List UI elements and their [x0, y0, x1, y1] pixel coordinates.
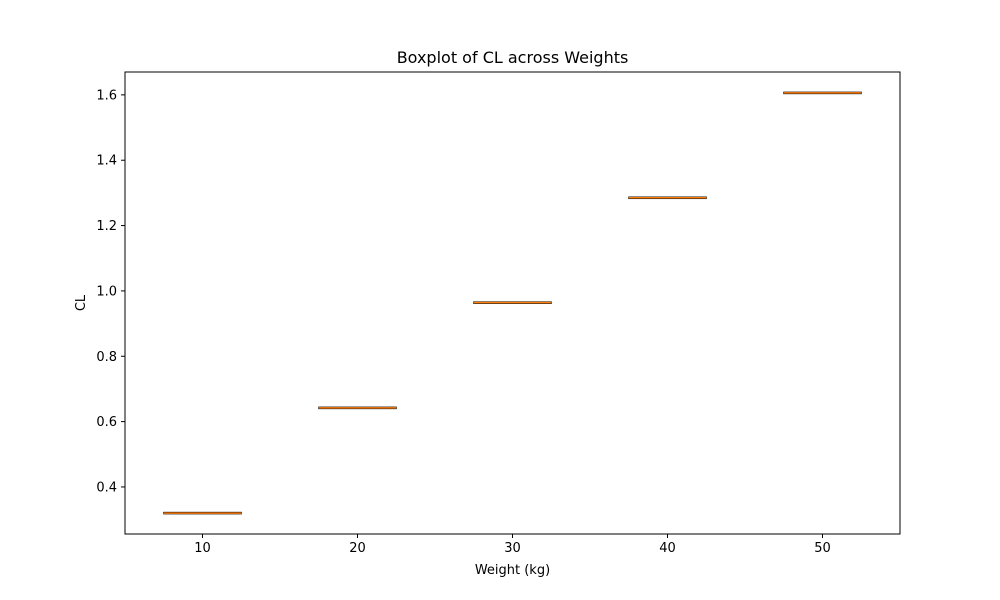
y-tick-label: 1.2: [96, 219, 117, 234]
x-axis-label: Weight (kg): [475, 563, 550, 578]
x-tick-label: 30: [504, 541, 521, 556]
plot-area: 0.4 0.6 0.8 1.0 1.2 1.4 1.6 10 20 30 40 50: [96, 71, 901, 556]
chart-title: Boxplot of CL across Weights: [397, 48, 629, 67]
y-tick-label: 1.4: [96, 154, 117, 169]
x-tick-label: 10: [194, 541, 211, 556]
y-axis-label: CL: [74, 294, 89, 311]
box-20: [318, 406, 397, 410]
box-40: [628, 196, 707, 200]
y-tick-label: 0.6: [96, 415, 117, 430]
y-tick-label: 0.8: [96, 350, 117, 365]
box-30: [473, 301, 552, 304]
y-tick-label: 1.0: [96, 284, 117, 299]
x-tick-label: 50: [814, 541, 831, 556]
box-50: [783, 91, 862, 95]
y-tick-label: 0.4: [96, 480, 117, 495]
box-10: [163, 511, 242, 515]
x-tick-label: 20: [349, 541, 366, 556]
x-tick-label: 40: [659, 541, 676, 556]
y-tick-label: 1.6: [96, 88, 117, 103]
